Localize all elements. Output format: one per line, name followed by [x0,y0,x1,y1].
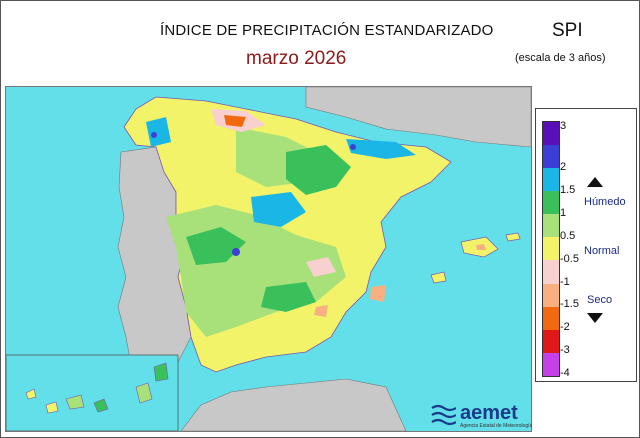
canary-island [93,398,109,413]
aemet-logo: aemet Agencia Estatal de Meteorología [430,402,533,432]
ibiza [430,271,447,284]
legend-swatch [543,191,559,215]
dry-zone-murcia [314,305,328,317]
mallorca-dry-spot [476,244,486,250]
legend-label-wet: Húmedo [584,196,626,208]
extreme-wet-spot [232,248,240,256]
canary-island [25,388,37,400]
legend-tick-neg-2: -2 [560,321,570,333]
legend-swatch [543,283,559,307]
canary-island [65,394,85,410]
arrow-down-icon [587,313,603,323]
legend-tick-1: 1 [560,207,567,219]
wet-zone-south [261,282,316,312]
map-title: ÍNDICE DE PRECIPITACIÓN ESTANDARIZADO [160,22,494,39]
legend-tick-neg-0-5: -0.5 [560,253,579,265]
menorca [505,232,521,242]
legend-label-normal: Normal [584,245,620,257]
extreme-wet-spot [350,144,356,150]
legend-tick-neg-1: -1 [560,276,570,288]
canary-island [153,362,169,382]
legend-swatch [543,306,559,330]
aemet-logo-icon [431,404,456,426]
legend-tick-1-5: 1.5 [560,184,576,196]
extreme-wet-spot [151,132,157,138]
france-region [305,87,531,148]
legend-color-bar [542,121,560,377]
aemet-logo-tagline: Agencia Estatal de Meteorología [460,423,533,429]
arrow-up-icon [587,177,603,187]
very-dry-zone-cantabria [224,115,246,127]
legend-swatch [543,214,559,238]
very-wet-zone [251,192,306,227]
dry-zone-southeast [370,285,386,302]
legend-swatch [543,329,559,353]
north-africa-region [180,378,407,431]
legend-tick-neg-3: -3 [560,344,570,356]
very-wet-zone-galicia [146,117,171,147]
wet-zone-north [286,145,351,195]
legend-tick-neg-4: -4 [560,367,570,379]
spi-map-svg [6,87,531,431]
legend-tick-2: 2 [560,161,567,173]
scale-note: (escala de 3 años) [515,52,606,64]
legend-tick-0-5: 0.5 [560,230,576,242]
legend-swatch [543,237,559,261]
canary-island [135,382,153,404]
aemet-logo-name: aemet [460,402,518,424]
legend-swatch [543,145,559,169]
legend-tick-neg-1-5: -1.5 [560,298,579,310]
map-date: marzo 2026 [246,48,347,69]
index-name: SPI [552,20,583,41]
legend-label-dry: Seco [587,294,613,306]
legend-swatch [543,122,559,146]
dry-zone-east [306,257,336,277]
canary-island [45,401,59,414]
legend-swatch [543,168,559,192]
very-wet-zone-northeast [346,139,416,159]
legend-tick-3: 3 [560,120,567,132]
legend-swatch [543,352,559,376]
legend [535,108,637,382]
legend-swatch [543,260,559,284]
wet-zone-center [186,227,246,265]
spi-map [5,86,532,432]
